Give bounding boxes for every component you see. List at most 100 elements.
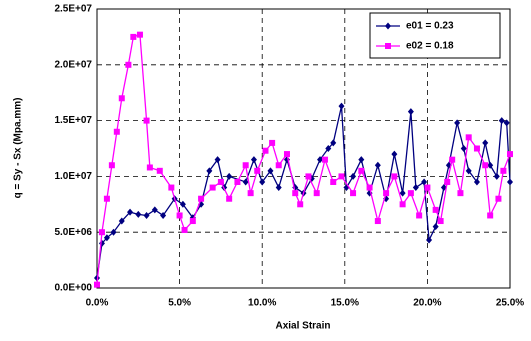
series-line — [96, 105, 511, 279]
marker — [407, 190, 414, 197]
marker — [189, 218, 196, 225]
marker — [269, 139, 276, 146]
marker — [350, 172, 357, 180]
marker — [383, 190, 390, 197]
marker — [94, 281, 100, 288]
marker — [135, 210, 142, 218]
marker — [262, 147, 269, 154]
marker — [457, 190, 464, 197]
marker — [358, 167, 365, 174]
marker — [176, 212, 183, 219]
marker — [214, 156, 221, 164]
marker — [113, 128, 120, 135]
marker — [426, 236, 433, 244]
legend-box — [369, 12, 501, 59]
marker — [487, 161, 494, 169]
marker — [350, 190, 357, 197]
marker — [143, 211, 150, 219]
marker — [391, 150, 398, 158]
marker — [110, 228, 117, 236]
marker — [507, 151, 513, 158]
marker — [460, 145, 467, 152]
marker — [482, 162, 489, 169]
marker — [500, 167, 507, 174]
marker — [358, 156, 365, 164]
marker — [507, 178, 513, 186]
marker — [330, 139, 337, 147]
marker — [103, 195, 110, 202]
marker — [125, 61, 132, 68]
marker — [247, 190, 254, 197]
marker — [482, 139, 489, 147]
x-tick-label: 15.0% — [331, 298, 359, 309]
marker — [407, 108, 414, 116]
marker — [103, 234, 110, 242]
x-tick-label: 5.0% — [168, 298, 191, 309]
marker — [424, 184, 431, 191]
marker — [473, 145, 480, 152]
x-axis-title: Axial Strain — [275, 321, 330, 332]
marker — [495, 195, 502, 202]
marker — [412, 184, 419, 192]
x-tick-label: 20.0% — [413, 298, 441, 309]
marker — [179, 200, 186, 208]
marker — [98, 229, 105, 236]
marker — [473, 178, 480, 186]
marker — [242, 162, 249, 169]
marker — [242, 178, 249, 186]
marker — [130, 33, 137, 40]
marker — [374, 218, 381, 225]
marker — [118, 95, 125, 102]
marker — [118, 217, 125, 225]
y-tick-label: 5.0E+06 — [54, 227, 92, 238]
marker — [454, 119, 461, 127]
y-tick-label: 2.0E+07 — [54, 59, 92, 70]
y-tick-label: 1.0E+07 — [54, 171, 92, 182]
marker — [374, 161, 381, 169]
marker — [217, 178, 224, 185]
marker — [267, 167, 274, 175]
marker — [275, 162, 282, 169]
marker — [146, 164, 153, 171]
marker — [330, 178, 337, 185]
marker — [391, 173, 398, 180]
x-tick-label: 25.0% — [496, 298, 524, 309]
marker — [143, 117, 150, 124]
marker — [338, 173, 345, 180]
marker — [250, 156, 257, 164]
marker — [198, 195, 205, 202]
marker — [226, 195, 233, 202]
marker — [160, 211, 167, 219]
marker — [234, 178, 241, 185]
marker — [416, 212, 423, 219]
marker — [498, 117, 505, 125]
marker — [399, 189, 406, 197]
marker — [136, 31, 143, 38]
marker — [275, 184, 282, 192]
marker — [209, 184, 216, 191]
marker — [127, 208, 134, 216]
marker — [168, 184, 175, 191]
marker — [292, 190, 299, 197]
marker — [465, 134, 472, 141]
marker — [305, 173, 312, 180]
marker — [283, 151, 290, 158]
marker — [156, 167, 163, 174]
y-axis-title: q = Sy - Sx (Mpa.mm) — [13, 98, 24, 199]
marker — [465, 167, 472, 175]
marker — [259, 178, 266, 186]
y-tick-label: 1.5E+07 — [54, 115, 92, 126]
marker — [313, 190, 320, 197]
y-tick-label: 2.5E+07 — [54, 4, 92, 15]
marker — [338, 102, 345, 110]
x-tick-label: 0.0% — [86, 298, 109, 309]
marker — [437, 218, 444, 225]
marker — [432, 223, 439, 231]
marker — [444, 178, 451, 185]
y-tick-label: 0.0E+00 — [54, 283, 92, 294]
marker — [151, 206, 158, 214]
marker — [108, 162, 115, 169]
marker — [297, 201, 304, 208]
